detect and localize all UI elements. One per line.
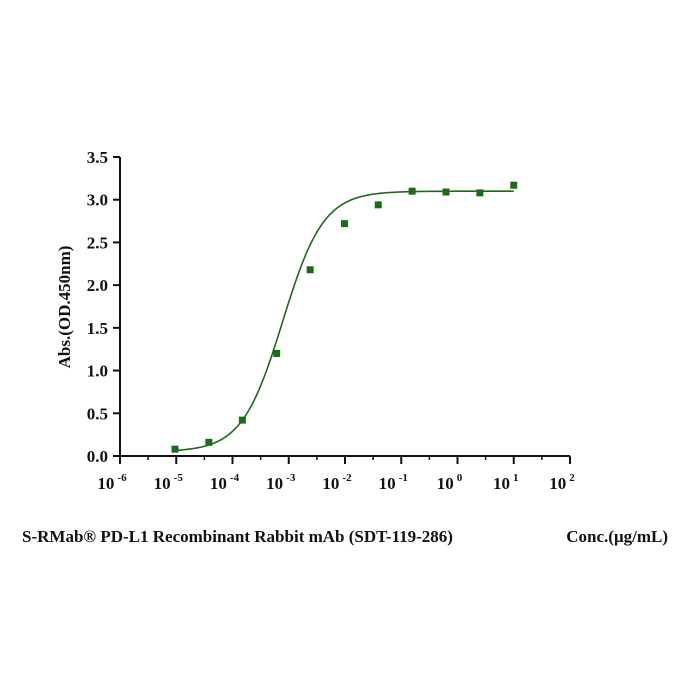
x-tick-label: 10 1 [493,472,519,493]
x-axis-label: Conc.(μg/mL) [566,527,668,546]
x-tick-exponent: -3 [286,472,296,484]
x-tick-label: 10 -6 [97,472,127,493]
x-tick-base: 10 [322,474,339,493]
x-tick-label: 10 2 [549,472,575,493]
x-tick-label: 10 -3 [266,472,296,493]
y-tick-label: 0.5 [87,404,108,423]
data-point [476,189,484,197]
x-tick-exponent: -6 [117,472,127,484]
data-point [306,266,314,274]
x-tick-label: 10 -1 [379,472,408,493]
x-tick-label: 10 -4 [210,472,240,493]
x-tick-exponent: 1 [513,472,519,484]
data-point [171,445,179,453]
x-tick-label: 10 -2 [322,472,352,493]
x-tick-base: 10 [210,474,227,493]
x-tick-base: 10 [97,474,114,493]
x-tick-exponent: -2 [342,472,352,484]
x-tick-base: 10 [266,474,283,493]
x-tick-exponent: 0 [457,472,463,484]
y-tick-label: 0.0 [87,447,108,466]
y-tick-label: 1.0 [87,362,108,381]
x-tick-base: 10 [379,474,396,493]
data-point [205,438,213,446]
fit-curve [174,190,514,452]
data-point [408,187,416,195]
data-point [374,201,382,209]
y-tick-label: 3.0 [87,191,108,210]
x-tick-label: 10 -5 [154,472,184,493]
x-tick-base: 10 [437,474,454,493]
y-axis-ticks: 0.0 0.5 1.0 1.5 2.0 2.5 3.0 3.5 [87,148,120,466]
x-tick-base: 10 [493,474,510,493]
y-tick-label: 1.5 [87,319,108,338]
data-points-layer [171,181,518,453]
y-tick-label: 2.0 [87,276,108,295]
y-tick-label: 2.5 [87,233,108,252]
data-point [510,181,518,189]
x-tick-base: 10 [549,474,566,493]
chart-caption: S-RMab® PD-L1 Recombinant Rabbit mAb (SD… [22,527,453,546]
fit-curve-layer [174,190,514,452]
x-tick-label: 10 0 [437,472,463,493]
data-point [273,349,281,357]
y-axis-label: Abs.(OD.450nm) [55,246,74,369]
data-point [442,188,450,196]
axes [119,157,570,457]
x-tick-exponent: -4 [230,472,240,484]
x-tick-exponent: -5 [174,472,184,484]
x-tick-base: 10 [154,474,171,493]
data-point [238,416,246,424]
data-point [341,220,349,228]
y-tick-label: 3.5 [87,148,108,167]
x-axis-ticks: 10 -6 10 -5 10 -4 10 -3 10 -2 10 -1 10 0 10 1 10 2 [97,456,575,493]
x-tick-exponent: 2 [569,472,575,484]
x-tick-exponent: -1 [399,472,408,484]
